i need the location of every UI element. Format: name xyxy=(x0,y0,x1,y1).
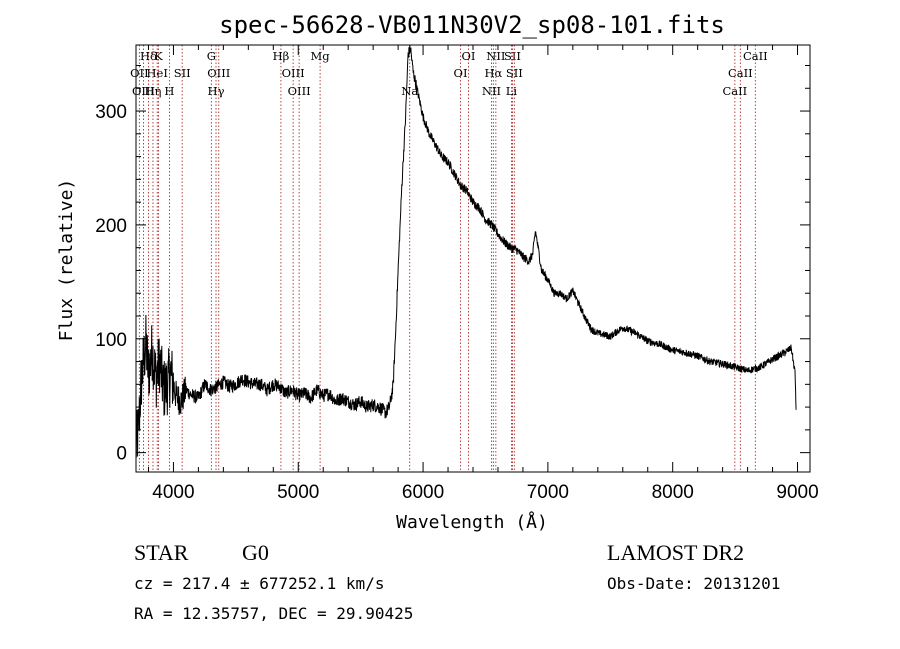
y-tick-label: 100 xyxy=(95,330,127,351)
spectral-line-label: OI xyxy=(462,49,476,63)
object-subclass: G0 xyxy=(242,540,269,565)
spectral-line-label: SII xyxy=(506,66,523,80)
y-axis-label: Flux (relative) xyxy=(56,179,77,342)
spectral-line-label: OIII xyxy=(132,84,155,98)
x-tick-label: 8000 xyxy=(652,482,694,503)
spectral-line-label: Na xyxy=(401,84,418,98)
spectral-line-label: SII xyxy=(174,66,191,80)
spectral-line-label: H xyxy=(164,84,174,98)
x-axis-label: Wavelength (Å) xyxy=(396,511,548,533)
object-class: STAR xyxy=(134,540,189,565)
spectral-line-label: CaII xyxy=(728,66,753,80)
spectral-line-label: OIII xyxy=(282,66,305,80)
chart-title: spec-56628-VB011N30V2_sp08-101.fits xyxy=(219,11,725,39)
spectral-line-label: Li xyxy=(506,84,518,98)
spectral-line-label: CaII xyxy=(722,84,747,98)
spectral-line-label: Hη xyxy=(145,84,162,98)
spectral-line-label: Mg xyxy=(311,49,331,63)
plot-frame xyxy=(135,44,811,473)
spectral-line-label: HeI xyxy=(147,66,168,80)
spectral-line-label: NII xyxy=(482,84,501,98)
x-tick-label: 9000 xyxy=(776,482,818,503)
observation-date: Obs-Date: 20131201 xyxy=(607,574,780,593)
y-tick-label: 200 xyxy=(95,216,127,237)
spectral-line-label: Hα xyxy=(484,66,502,80)
spectral-line-label: G xyxy=(207,49,216,63)
x-tick-label: 4000 xyxy=(152,482,194,503)
spectral-line-label: OIII xyxy=(207,66,230,80)
x-tick-label: 5000 xyxy=(277,482,319,503)
coordinates: RA = 12.35757, DEC = 29.90425 xyxy=(134,604,413,623)
spectral-line-label: Hβ xyxy=(273,49,290,63)
x-tick-label: 7000 xyxy=(527,482,569,503)
spectral-line-label: OI xyxy=(454,66,468,80)
redshift-velocity: cz = 217.4 ± 677252.1 km/s xyxy=(134,574,384,593)
survey-name: LAMOST DR2 xyxy=(607,540,744,565)
spectral-line-label: CaII xyxy=(743,49,768,63)
axis-ticks-layer: 4000 5000 6000 7000 8000 9000 0 100 200 300 xyxy=(95,45,819,503)
y-tick-label: 300 xyxy=(95,102,127,123)
spectral-line-label: OII xyxy=(130,66,149,80)
spectral-line-label: Hγ xyxy=(208,84,225,98)
spectral-line-label: OIII xyxy=(288,84,311,98)
spectral-line-label: SII xyxy=(504,49,521,63)
spectral-line-label: K xyxy=(154,49,163,63)
spectral-line-label: NII xyxy=(486,49,505,63)
x-tick-label: 6000 xyxy=(402,482,444,503)
spectrum-series-line xyxy=(135,45,797,458)
y-tick-label: 0 xyxy=(116,444,127,465)
spectral-lines-layer: HδOIIOIIIKHeIHηSIIHGOIIIHγHβOIIIOIIIMgNa… xyxy=(130,45,768,472)
